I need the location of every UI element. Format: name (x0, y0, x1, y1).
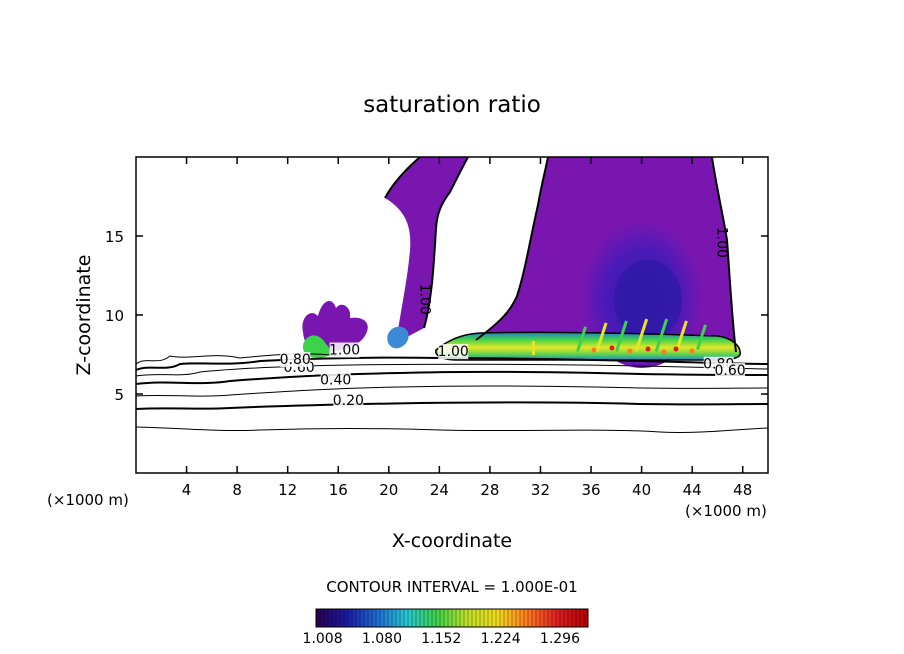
x-axis-unit-label: (×1000 m) (685, 502, 767, 520)
x-tick-label: 40 (632, 481, 651, 499)
contour-label-background (329, 342, 360, 358)
contour-label-background (280, 351, 311, 367)
x-axis-ticks: 4 8 12 16 20 24 28 32 36 40 44 48 (182, 157, 752, 499)
y-axis-title: Z-coordinate (73, 255, 95, 376)
contour-label-background (333, 393, 364, 409)
contour-label: 0.40 (320, 373, 351, 389)
contour-label: 1.00 (329, 343, 360, 359)
contour-label: 0.80 (280, 352, 311, 368)
y-axis-ticks: 5 10 15 (105, 228, 768, 404)
colorbar-tick-label: 1.224 (481, 631, 521, 647)
upper-supersaturated-plume (385, 157, 468, 338)
contour-label-background (438, 344, 469, 360)
plot-area (136, 157, 768, 433)
contour-label-background (320, 372, 351, 388)
colorbar-tick-label: 1.080 (362, 631, 402, 647)
x-axis-title: X-coordinate (392, 530, 512, 552)
colorbar-tick-labels: 1.008 1.080 1.152 1.224 1.296 (303, 631, 581, 647)
y-tick-label: 5 (114, 386, 124, 404)
x-tick-label: 44 (683, 481, 702, 499)
x-tick-label: 32 (531, 481, 550, 499)
contour-interval-text: CONTOUR INTERVAL = 1.000E-01 (326, 578, 577, 596)
colorbar-hatching (319, 609, 585, 627)
colorbar-tick-label: 1.296 (540, 631, 580, 647)
y-axis-unit-label: (×1000 m) (47, 491, 129, 509)
x-tick-label: 24 (430, 481, 449, 499)
small-cloud-cell (387, 326, 409, 349)
high-saturation-streaks (532, 318, 707, 355)
x-tick-label: 8 (232, 481, 242, 499)
x-tick-label: 16 (329, 481, 348, 499)
x-tick-label: 28 (480, 481, 499, 499)
y-tick-label: 15 (105, 228, 124, 246)
x-tick-label: 36 (581, 481, 600, 499)
contour-label-background (715, 363, 746, 379)
x-tick-label: 12 (278, 481, 297, 499)
colorbar-tick-label: 1.008 (303, 631, 343, 647)
contour-lines (136, 157, 768, 433)
contour-label: 0.60 (714, 363, 745, 379)
contour-label: 1.00 (416, 284, 432, 315)
contour-label: 1.00 (438, 344, 469, 360)
contour-labels: 0.200.400.600.801.001.001.001.000.800.60 (280, 227, 746, 409)
y-tick-label: 10 (105, 307, 124, 325)
contour-label: 1.00 (713, 227, 729, 258)
x-tick-label: 20 (379, 481, 398, 499)
chart-title: saturation ratio (363, 92, 541, 118)
contour-label: 0.20 (333, 393, 364, 409)
colorbar-tick-label: 1.152 (421, 631, 461, 647)
x-tick-label: 48 (733, 481, 752, 499)
x-tick-label: 4 (182, 481, 192, 499)
